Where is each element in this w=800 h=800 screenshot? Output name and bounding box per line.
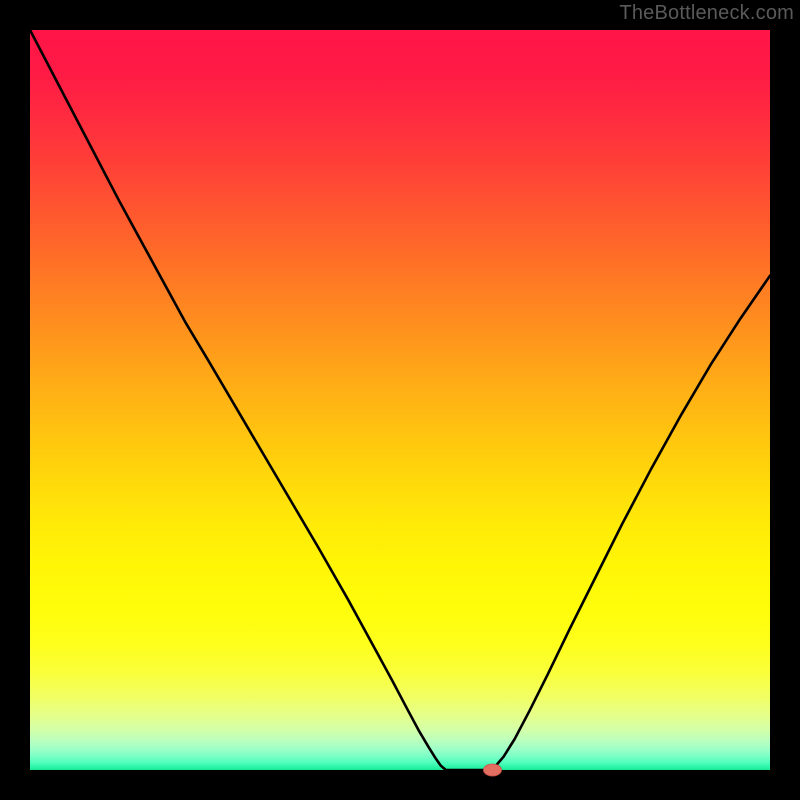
chart-svg <box>0 0 800 800</box>
watermark-label: TheBottleneck.com <box>619 2 794 25</box>
plot-background <box>30 30 770 770</box>
optimal-point-marker <box>484 764 502 776</box>
chart-stage: TheBottleneck.com <box>0 0 800 800</box>
